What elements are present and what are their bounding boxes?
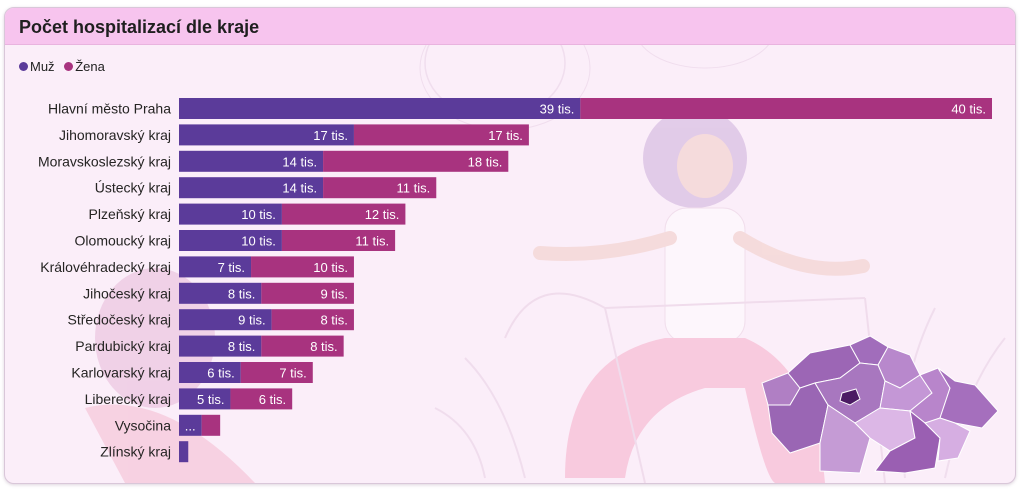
category-label: Karlovarský kraj	[71, 365, 171, 381]
figure-legs	[565, 338, 825, 483]
bar-zena[interactable]	[251, 256, 354, 278]
bar-muz[interactable]	[179, 150, 324, 172]
data-label: 11 tis.	[397, 181, 431, 196]
bar-zena[interactable]	[353, 124, 529, 146]
decor-leaf	[434, 357, 526, 479]
bar-zena[interactable]	[281, 230, 396, 251]
bar-zena[interactable]	[271, 309, 354, 331]
data-label: ...	[185, 418, 196, 433]
legend-item-muz[interactable]: Muž	[19, 59, 55, 74]
map-region-zlinsky	[924, 417, 971, 462]
chart-card: Hlavní město Praha 39 tis. 40 tis. Jihomora…	[4, 7, 1016, 484]
data-label: 10 tis.	[241, 234, 276, 249]
bar-zena[interactable]	[323, 150, 509, 172]
bar-muz[interactable]	[179, 124, 354, 146]
data-label: 8 tis.	[228, 286, 255, 301]
bar-chart: Hlavní město Praha 39 tis. 40 tis. Jihomora…	[38, 98, 992, 463]
bar-muz[interactable]	[179, 335, 262, 357]
bar-muz[interactable]	[179, 98, 581, 119]
figure-arm-left	[533, 231, 677, 261]
data-label: 7 tis.	[218, 260, 245, 275]
legend-dot-muz	[19, 62, 28, 72]
figure-head	[677, 134, 733, 198]
legend-dot-zena	[64, 62, 74, 72]
data-label: 18 tis.	[468, 154, 503, 169]
data-label: 39 tis.	[540, 102, 575, 117]
bar-muz[interactable]	[179, 230, 282, 251]
category-label: Královéhradecký kraj	[40, 259, 171, 275]
category-label: Hlavní město Praha	[48, 101, 171, 117]
legend-label-zena: Žena	[75, 59, 105, 74]
category-label: Moravskoslezský kraj	[38, 153, 171, 169]
data-label: 6 tis.	[259, 392, 286, 407]
bar-muz[interactable]	[179, 203, 282, 225]
category-label: Ústecký kraj	[95, 180, 171, 196]
category-label: Jihočeský kraj	[83, 285, 171, 301]
category-label: Liberecký kraj	[85, 391, 171, 407]
bar-zena[interactable]	[240, 362, 313, 383]
data-label: 8 tis.	[310, 339, 337, 354]
bar-zena[interactable]	[281, 203, 406, 225]
bar-muz[interactable]	[179, 256, 252, 278]
bar-muz[interactable]	[179, 441, 189, 463]
data-label: 10 tis.	[241, 207, 276, 222]
bar-muz[interactable]	[179, 414, 202, 436]
bar-muz[interactable]	[179, 177, 324, 199]
data-label: 5 tis.	[197, 392, 224, 407]
czech-map	[761, 335, 999, 474]
category-label: Plzeňský kraj	[89, 206, 171, 222]
data-label: 9 tis.	[320, 286, 347, 301]
bar-zena[interactable]	[261, 335, 344, 357]
category-label: Olomoucký kraj	[75, 233, 171, 249]
bar-zena[interactable]	[323, 177, 437, 199]
legend-label-muz: Muž	[30, 59, 55, 74]
data-label: 12 tis.	[365, 207, 400, 222]
bar-zena[interactable]	[201, 414, 221, 436]
bar-muz[interactable]	[179, 309, 272, 331]
bar-zena[interactable]	[261, 282, 354, 304]
data-label: 7 tis.	[279, 366, 306, 381]
legend-item-zena[interactable]: Žena	[64, 59, 105, 74]
data-label: 11 tis.	[355, 234, 389, 249]
left-figure-legs	[85, 404, 255, 483]
chart-title: Počet hospitalizací dle kraje	[19, 17, 260, 37]
data-label: 10 tis.	[313, 260, 348, 275]
category-label: Zlínský kraj	[100, 444, 171, 460]
map-region-moravskoslezsky	[937, 367, 999, 429]
bar-muz[interactable]	[179, 388, 231, 410]
category-label: Pardubický kraj	[75, 338, 171, 354]
map-region-praha	[839, 388, 861, 406]
chart-legend: Muž Žena	[19, 59, 111, 74]
bar-muz[interactable]	[179, 362, 241, 383]
bar-zena[interactable]	[230, 388, 293, 410]
data-label: 14 tis.	[282, 181, 317, 196]
data-label: 9 tis.	[238, 313, 265, 328]
data-label: 8 tis.	[320, 313, 347, 328]
data-label: 17 tis.	[488, 128, 523, 143]
bar-muz[interactable]	[179, 282, 262, 304]
data-label: 17 tis.	[313, 128, 348, 143]
data-label: 40 tis.	[951, 102, 986, 117]
category-label: Středočeský kraj	[68, 312, 171, 328]
data-label: 6 tis.	[207, 366, 234, 381]
figure-arm-right	[733, 231, 870, 276]
card-header: Počet hospitalizací dle kraje	[5, 8, 1015, 45]
data-label: 14 tis.	[282, 154, 317, 169]
data-label: 8 tis.	[228, 339, 255, 354]
category-label: Vysočina	[115, 417, 172, 433]
bar-zena[interactable]	[580, 98, 992, 119]
category-label: Jihomoravský kraj	[59, 127, 171, 143]
